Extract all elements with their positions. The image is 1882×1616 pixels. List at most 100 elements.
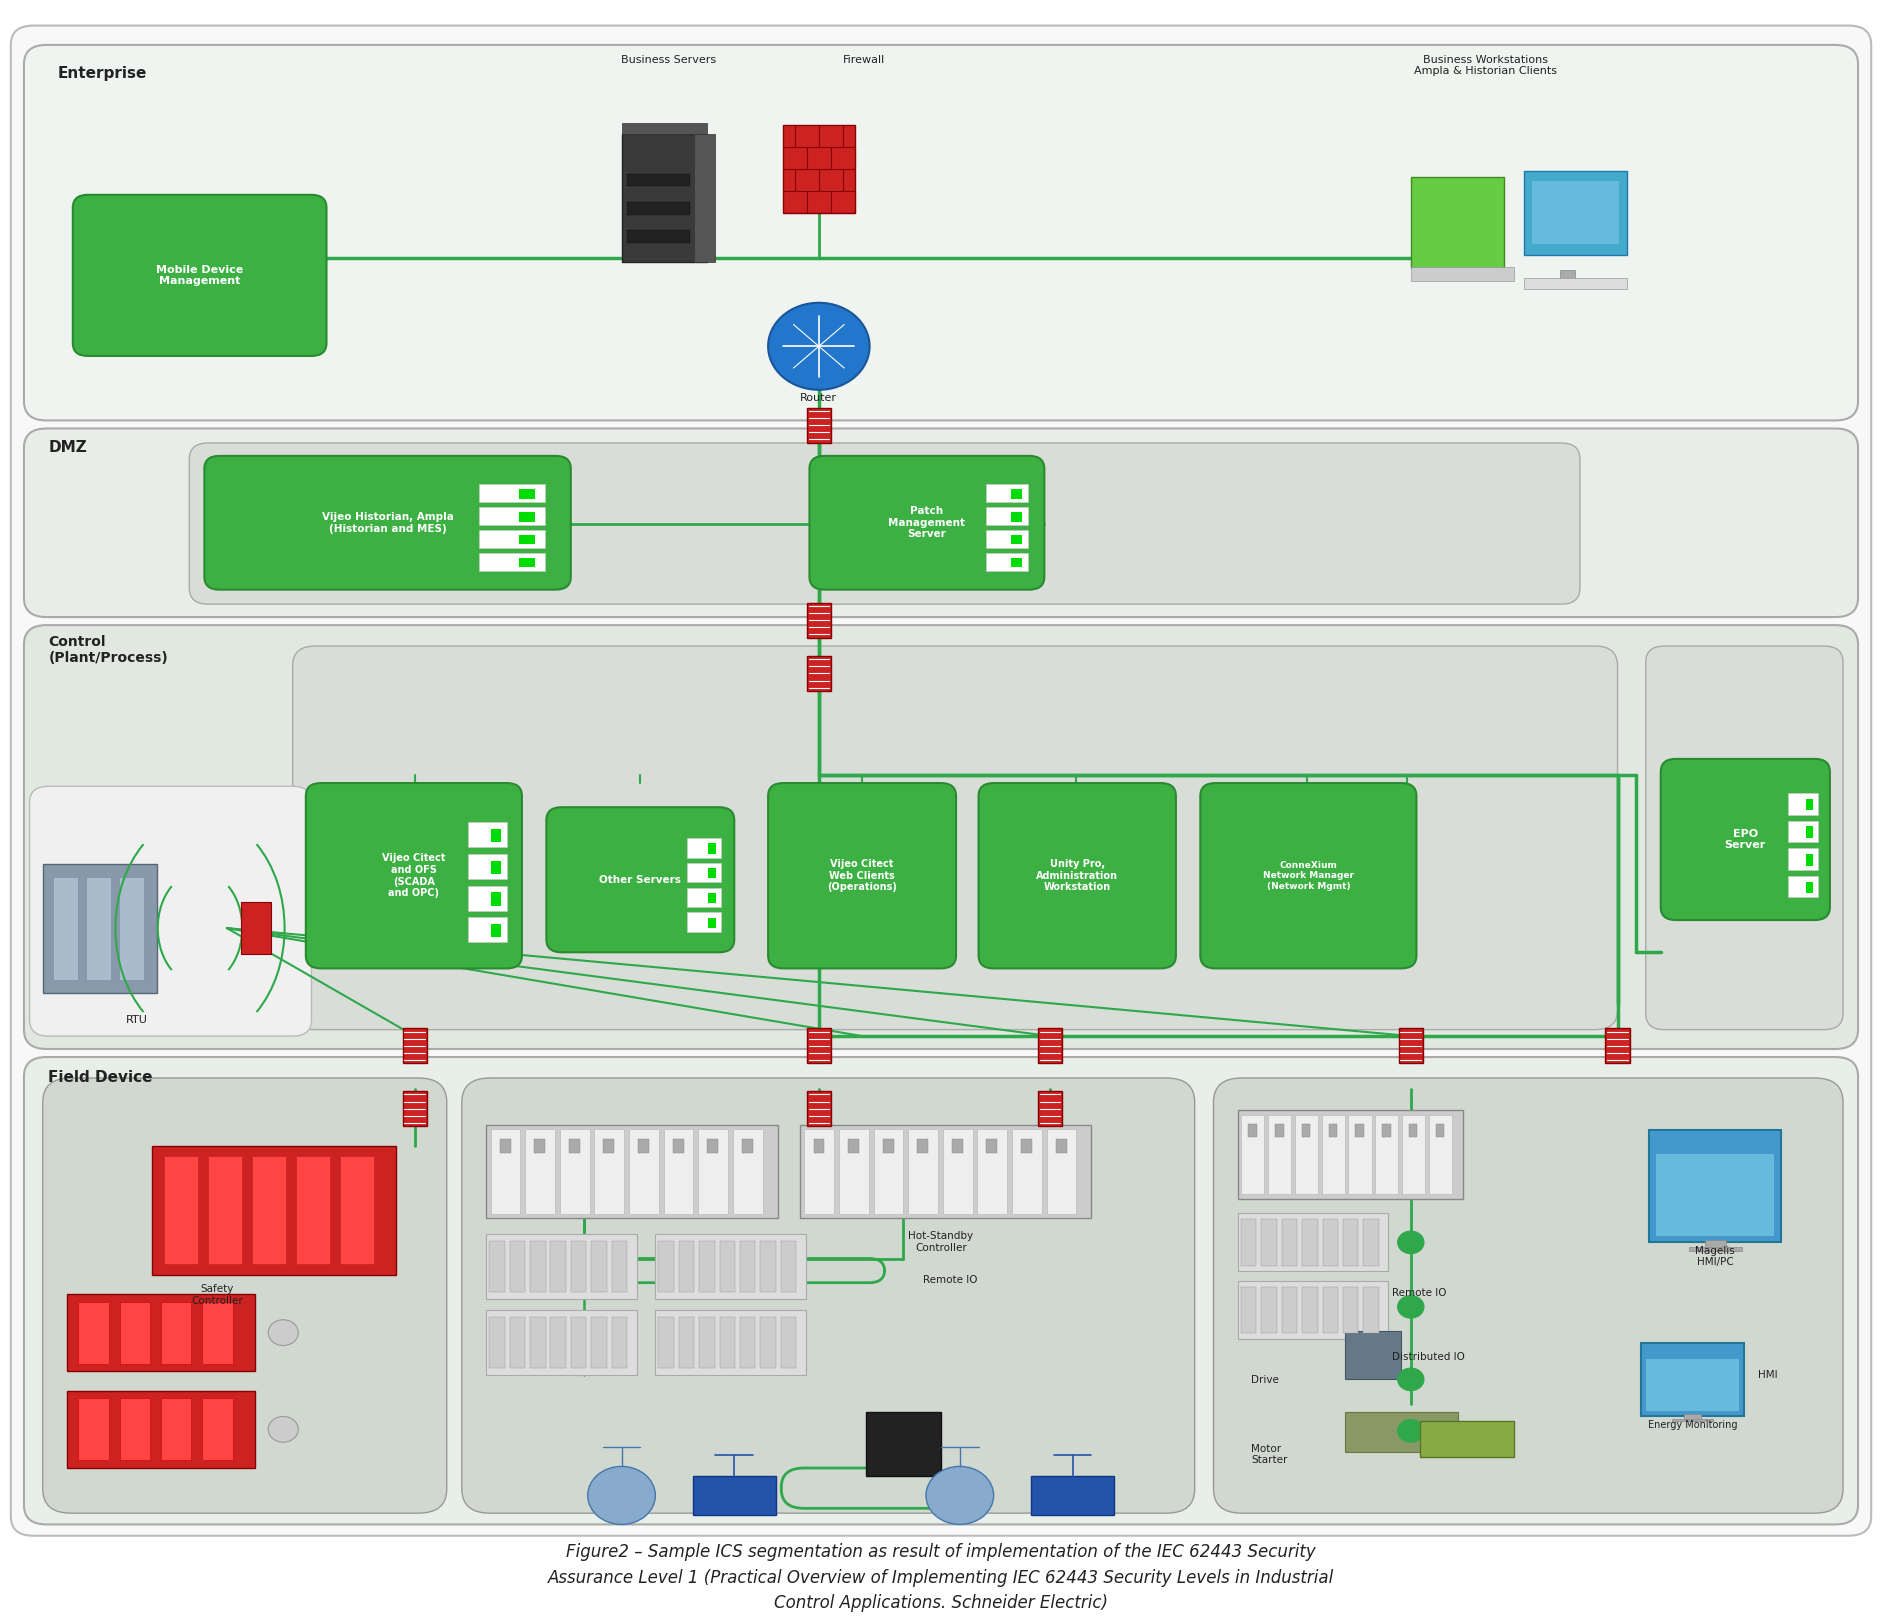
Bar: [1046, 1130, 1077, 1214]
Bar: [491, 892, 501, 905]
Text: Figure2 – Sample ICS segmentation as result of implementation of the IEC 62443 S: Figure2 – Sample ICS segmentation as res…: [566, 1543, 1316, 1561]
Bar: [1412, 178, 1504, 268]
Bar: [760, 1317, 775, 1369]
Text: Other Servers: Other Servers: [598, 874, 681, 884]
Bar: [1329, 1123, 1336, 1136]
FancyBboxPatch shape: [1645, 646, 1842, 1029]
Bar: [807, 1091, 832, 1126]
Bar: [623, 134, 708, 262]
Bar: [403, 1028, 427, 1063]
Bar: [612, 1241, 627, 1293]
Bar: [1261, 1286, 1276, 1333]
Bar: [1346, 1412, 1459, 1451]
Bar: [1248, 1123, 1257, 1136]
Text: ConneXium
Network Manager
(Network Mgmt): ConneXium Network Manager (Network Mgmt): [1263, 861, 1353, 890]
Bar: [469, 853, 506, 879]
Circle shape: [1398, 1231, 1425, 1254]
Bar: [1295, 1115, 1317, 1194]
Bar: [698, 1130, 728, 1214]
Bar: [883, 1139, 894, 1152]
Text: Unity Pro,
Administration
Workstation: Unity Pro, Administration Workstation: [1037, 860, 1118, 892]
Circle shape: [269, 1417, 299, 1441]
Bar: [1276, 1123, 1284, 1136]
Bar: [1011, 535, 1022, 545]
Circle shape: [1398, 1296, 1425, 1319]
Bar: [986, 530, 1028, 548]
Bar: [510, 1241, 525, 1293]
Bar: [687, 839, 721, 858]
Bar: [403, 1091, 427, 1126]
Bar: [693, 1475, 775, 1514]
Bar: [1344, 1218, 1359, 1265]
Bar: [813, 1139, 824, 1152]
FancyBboxPatch shape: [1660, 760, 1829, 920]
Bar: [1238, 1214, 1389, 1272]
Bar: [1684, 1414, 1701, 1422]
Bar: [1363, 1218, 1380, 1265]
Bar: [519, 512, 534, 522]
Circle shape: [768, 302, 869, 389]
Bar: [491, 1130, 521, 1214]
Bar: [804, 1130, 834, 1214]
Bar: [1348, 1115, 1372, 1194]
Bar: [807, 1028, 832, 1063]
FancyBboxPatch shape: [30, 787, 311, 1036]
Bar: [1013, 1130, 1043, 1214]
Bar: [783, 124, 854, 213]
Text: Vijeo Citect
Web Clients
(Operations): Vijeo Citect Web Clients (Operations): [826, 860, 898, 892]
Text: Assurance Level 1 (Practical Overview of Implementing IEC 62443 Security Levels : Assurance Level 1 (Practical Overview of…: [548, 1569, 1334, 1587]
Bar: [732, 1130, 762, 1214]
Bar: [591, 1241, 606, 1293]
Bar: [629, 1130, 659, 1214]
Bar: [604, 1139, 614, 1152]
FancyBboxPatch shape: [809, 456, 1045, 590]
Bar: [1532, 181, 1619, 244]
Bar: [1037, 1028, 1061, 1063]
Bar: [781, 1317, 796, 1369]
Bar: [1807, 798, 1814, 811]
Bar: [986, 553, 1028, 570]
FancyBboxPatch shape: [24, 625, 1858, 1049]
Bar: [491, 829, 501, 842]
Bar: [1282, 1218, 1297, 1265]
Bar: [68, 1391, 256, 1467]
Bar: [1788, 821, 1818, 842]
Bar: [1011, 512, 1022, 522]
Bar: [708, 1139, 719, 1152]
Bar: [943, 1130, 973, 1214]
Bar: [480, 530, 546, 548]
Text: EPO
Server: EPO Server: [1724, 829, 1765, 850]
FancyBboxPatch shape: [24, 1057, 1858, 1524]
Bar: [719, 1241, 736, 1293]
Bar: [740, 1317, 755, 1369]
Bar: [491, 924, 501, 937]
Bar: [519, 558, 534, 567]
Bar: [659, 1241, 674, 1293]
Bar: [986, 485, 1028, 503]
Text: Motor
Starter: Motor Starter: [1252, 1443, 1287, 1466]
Bar: [1282, 1286, 1297, 1333]
Bar: [687, 863, 721, 882]
Text: Control Applications. Schneider Electric): Control Applications. Schneider Electric…: [774, 1595, 1108, 1613]
Bar: [909, 1130, 937, 1214]
FancyBboxPatch shape: [205, 456, 570, 590]
Bar: [1807, 853, 1814, 866]
Bar: [162, 1302, 192, 1364]
Bar: [164, 1155, 198, 1264]
Bar: [1022, 1139, 1031, 1152]
Bar: [1705, 1239, 1726, 1251]
Bar: [87, 876, 111, 979]
Bar: [79, 1398, 109, 1461]
Bar: [341, 1155, 375, 1264]
Bar: [1381, 1123, 1391, 1136]
FancyBboxPatch shape: [1214, 1078, 1842, 1513]
Circle shape: [587, 1466, 655, 1524]
Bar: [687, 887, 721, 907]
Bar: [480, 553, 546, 570]
Bar: [612, 1317, 627, 1369]
Bar: [591, 1317, 606, 1369]
FancyBboxPatch shape: [461, 1078, 1195, 1513]
Bar: [203, 1302, 233, 1364]
FancyBboxPatch shape: [1201, 784, 1417, 968]
Text: Magelis
HMI/PC: Magelis HMI/PC: [1696, 1246, 1735, 1267]
